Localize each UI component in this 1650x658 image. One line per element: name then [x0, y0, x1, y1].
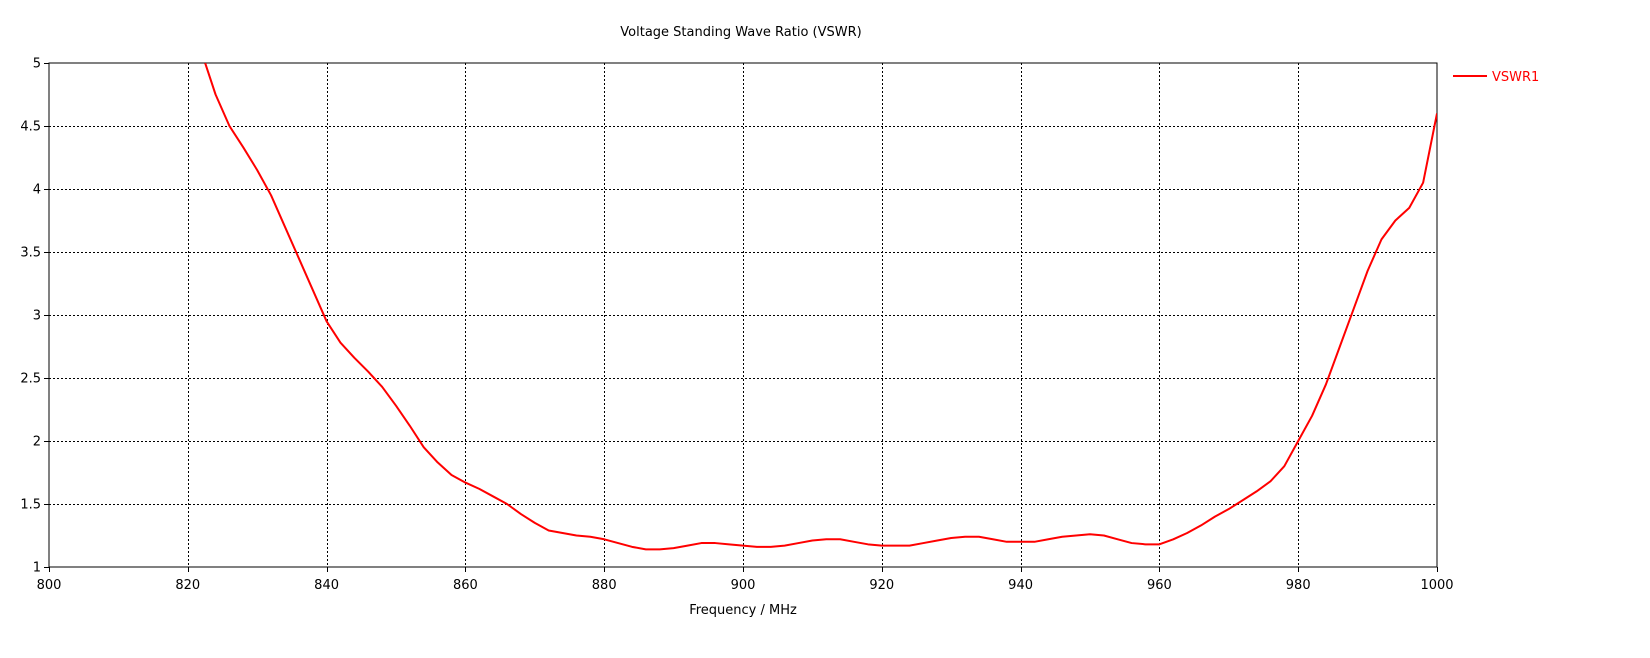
series-layer — [204, 63, 1437, 551]
x-tick-label: 920 — [869, 578, 894, 593]
legend: VSWR1 — [1453, 70, 1539, 85]
y-tick-label: 2 — [33, 435, 41, 450]
y-tick-label: 4.5 — [20, 120, 41, 135]
x-tick-label: 940 — [1008, 578, 1033, 593]
x-tick-label: 860 — [453, 578, 478, 593]
x-tick-label: 880 — [592, 578, 617, 593]
y-tick-label: 1 — [33, 561, 41, 576]
chart-title: Voltage Standing Wave Ratio (VSWR) — [620, 25, 861, 40]
x-axis-label: Frequency / MHz — [689, 603, 797, 618]
x-axis-ticks: 800 820 840 860 880 900 920 940 960 980 1000 — [37, 567, 1454, 593]
y-tick-label: 3.5 — [20, 246, 41, 261]
y-tick-label: 5 — [33, 57, 41, 72]
x-tick-label: 980 — [1286, 578, 1311, 593]
y-tick-label: 1.5 — [20, 498, 41, 513]
x-tick-label: 960 — [1147, 578, 1172, 593]
y-tick-label: 2.5 — [20, 372, 41, 387]
x-tick-label: 840 — [314, 578, 339, 593]
x-tick-label: 820 — [175, 578, 200, 593]
legend-label: VSWR1 — [1492, 70, 1539, 85]
series-line-vswr1 — [204, 63, 1437, 551]
y-tick-label: 3 — [33, 309, 41, 324]
y-axis-ticks: 1 1.5 2 2.5 3 3.5 4 4.5 5 — [20, 57, 49, 576]
y-tick-label: 4 — [33, 183, 41, 198]
x-tick-label: 800 — [37, 578, 62, 593]
x-tick-label: 1000 — [1420, 578, 1453, 593]
x-tick-label: 900 — [731, 578, 756, 593]
grid-lines — [49, 63, 1437, 567]
